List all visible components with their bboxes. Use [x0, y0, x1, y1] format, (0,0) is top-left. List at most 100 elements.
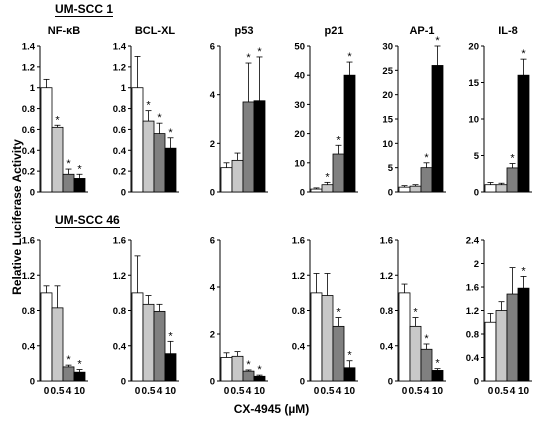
y-tick-label: 1.6 — [380, 236, 393, 247]
y-tick-label: 20 — [294, 129, 305, 140]
y-tick-label: 5 — [474, 151, 480, 162]
significance-marker: * — [246, 359, 251, 371]
y-tick-label: 0 — [210, 377, 215, 388]
bar — [495, 310, 508, 382]
bar — [62, 173, 75, 193]
x-tick-label: 10 — [344, 386, 356, 397]
y-tick-label: 0 — [300, 377, 305, 388]
bar — [431, 370, 444, 382]
bar — [153, 310, 166, 382]
y-tick-label: 0.8 — [380, 306, 393, 317]
y-tick-label: 0.6 — [22, 125, 35, 136]
x-tick-label: 4 — [510, 386, 516, 397]
bar — [484, 184, 497, 193]
x-tick-label: 10 — [432, 386, 444, 397]
bar — [517, 74, 530, 193]
x-tick-label: 0.5 — [51, 386, 65, 397]
bar — [73, 371, 86, 382]
x-tick-label: 4 — [66, 386, 72, 397]
bar — [220, 357, 233, 382]
bar — [343, 367, 356, 382]
panel-title: p21 — [325, 25, 344, 37]
bar — [242, 101, 255, 193]
bar — [409, 185, 422, 193]
x-tick-label: 0.5 — [231, 386, 245, 397]
y-tick-label: 1.6 — [292, 236, 305, 247]
y-tick-label: 0.8 — [22, 104, 35, 115]
bar — [321, 295, 334, 382]
bar — [40, 87, 53, 193]
x-tick-label: 0 — [488, 386, 494, 397]
x-tick-label: 0 — [314, 386, 320, 397]
bar — [398, 186, 411, 193]
y-tick-label: 15 — [382, 115, 393, 126]
y-tick-label: 0.4 — [22, 146, 36, 157]
bar — [409, 325, 422, 382]
bar — [131, 87, 144, 193]
x-tick-label: 10 — [254, 386, 266, 397]
bar — [310, 292, 323, 382]
y-tick-label: 15 — [468, 78, 479, 89]
significance-marker: * — [146, 100, 151, 112]
y-tick-label: 0.8 — [22, 306, 35, 317]
y-tick-label: 1.6 — [466, 283, 479, 294]
y-tick-label: 1 — [121, 83, 127, 94]
significance-marker: * — [246, 52, 251, 64]
x-tick-label: 10 — [165, 386, 177, 397]
y-tick-label: 0 — [388, 377, 393, 388]
y-tick-label: 0 — [121, 377, 126, 388]
significance-marker: * — [325, 171, 330, 183]
significance-marker: * — [77, 359, 82, 371]
x-tick-label: 4 — [246, 386, 252, 397]
bar — [142, 120, 155, 193]
panel-title: IL-8 — [498, 25, 518, 37]
bar — [131, 292, 144, 382]
y-tick-label: 0.6 — [113, 125, 126, 136]
row-label-um-scc-1: UM-SCC 1 — [55, 2, 114, 17]
y-tick-label: 2 — [210, 330, 215, 341]
x-tick-label: 10 — [518, 386, 530, 397]
significance-marker: * — [168, 330, 173, 342]
bar — [153, 133, 166, 193]
bar — [164, 147, 177, 193]
y-tick-label: 0.8 — [113, 104, 126, 115]
panel-title: NF-κB — [48, 25, 80, 37]
y-tick-label: 0.4 — [292, 341, 306, 352]
bar — [420, 167, 433, 193]
y-tick-label: 5 — [388, 163, 394, 174]
bar — [506, 293, 519, 382]
bar — [220, 167, 233, 193]
x-tick-label: 0 — [402, 386, 408, 397]
y-tick-label: 0.8 — [466, 330, 479, 341]
y-tick-label: 0.2 — [113, 167, 126, 178]
y-tick-label: 1 — [30, 83, 36, 94]
bar — [484, 321, 497, 382]
bar — [321, 184, 334, 193]
y-tick-label: 6 — [210, 42, 215, 53]
x-tick-label: 10 — [74, 386, 86, 397]
x-tick-label: 4 — [157, 386, 163, 397]
y-tick-label: 0.4 — [380, 341, 394, 352]
x-tick-label: 0.5 — [321, 386, 335, 397]
y-tick-label: 0.2 — [22, 167, 35, 178]
bar — [517, 287, 530, 382]
y-tick-label: 25 — [382, 66, 393, 77]
y-tick-label: 0 — [474, 188, 479, 199]
y-tick-label: 10 — [382, 139, 393, 150]
y-tick-label: 0.4 — [22, 341, 36, 352]
y-tick-label: 0 — [121, 188, 126, 199]
significance-marker: * — [510, 153, 515, 165]
bar — [142, 303, 155, 382]
y-tick-label: 30 — [294, 100, 305, 111]
y-tick-label: 30 — [382, 42, 393, 53]
bar — [431, 65, 444, 193]
significance-marker: * — [521, 48, 526, 60]
x-tick-label: 4 — [424, 386, 430, 397]
y-tick-label: 1.2 — [380, 271, 393, 282]
significance-marker: * — [257, 364, 262, 376]
bar — [40, 292, 53, 382]
y-tick-label: 20 — [468, 42, 479, 53]
significance-marker: * — [347, 51, 352, 63]
significance-marker: * — [424, 333, 429, 345]
